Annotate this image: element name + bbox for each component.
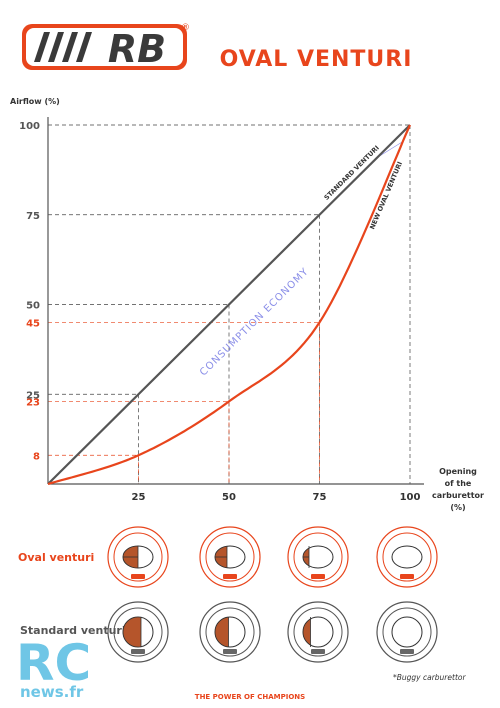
venturi-bore xyxy=(391,616,423,648)
oval-venturi-diagram xyxy=(199,526,261,588)
body-marking-icon xyxy=(131,574,145,579)
venturi-ring-inner xyxy=(113,532,163,582)
venturi-ring xyxy=(107,601,169,663)
tagline: THE POWER OF CHAMPIONS xyxy=(195,693,305,701)
body-marking-icon xyxy=(311,574,325,579)
venturi-ring xyxy=(287,601,349,663)
logo-stripes-icon xyxy=(34,32,92,62)
venturi-bore xyxy=(391,545,423,569)
y-tick-label: 25 xyxy=(26,390,40,401)
venturi-ring xyxy=(287,526,349,588)
venturi-ring-inner xyxy=(293,607,343,657)
x-tick-label: 25 xyxy=(132,492,146,503)
venturi-ring xyxy=(107,526,169,588)
body-marking-icon xyxy=(400,574,414,579)
oval-venturi-line xyxy=(47,124,412,486)
body-marking-icon xyxy=(223,649,237,654)
y-axis-label: Airflow (%) xyxy=(10,97,60,106)
watermark-news: news.fr xyxy=(20,683,84,701)
venturi-ring xyxy=(199,601,261,663)
airflow-chart: 25 50 75 100 25 50 75 100 8 23 45 Airflow (%) Open… xyxy=(10,97,484,512)
x-tick-label: 75 xyxy=(313,492,327,503)
x-tick-label: 50 xyxy=(222,492,236,503)
tick-labels: 25 50 75 100 25 50 75 100 8 23 45 xyxy=(19,121,420,503)
throttle-slide-icon xyxy=(215,617,229,647)
standard-venturi-diagram xyxy=(107,601,169,663)
venturi-ring xyxy=(199,526,261,588)
footnote: *Buggy carburettor xyxy=(393,673,466,682)
rb-logo: RB ® xyxy=(22,23,190,71)
oval-venturi-diagram xyxy=(376,526,438,588)
venturi-ring-inner xyxy=(205,607,255,657)
venturi-ring-inner xyxy=(382,532,432,582)
venturi-ring-inner xyxy=(205,532,255,582)
series-lines xyxy=(47,124,412,486)
svg-text:(%): (%) xyxy=(450,503,465,512)
y-tick-label-oval: 45 xyxy=(26,318,40,329)
y-tick-label: 75 xyxy=(26,211,40,222)
oval-row-label: Oval venturi xyxy=(18,551,94,564)
throttle-slide-icon xyxy=(123,617,141,647)
body-marking-icon xyxy=(400,649,414,654)
oval-venturi-diagram xyxy=(107,526,169,588)
standard-venturi-diagram xyxy=(287,601,349,663)
venturi-ring xyxy=(376,601,438,663)
oval-venturi-label: NEW OVAL VENTURI xyxy=(368,160,404,230)
watermark-rc: RC xyxy=(16,634,91,692)
chart-axes xyxy=(47,117,424,485)
guide-lines xyxy=(48,124,411,484)
svg-text:carburettor: carburettor xyxy=(432,491,484,500)
oval-venturi-diagram xyxy=(287,526,349,588)
venturi-ring xyxy=(376,526,438,588)
venturi-ring-inner xyxy=(293,532,343,582)
y-tick-label: 50 xyxy=(26,301,40,312)
standard-venturi-label: STANDARD VENTURI xyxy=(323,144,381,202)
logo-text: RB xyxy=(108,27,166,71)
venturi-diagrams xyxy=(107,526,438,663)
venturi-ring-inner xyxy=(113,607,163,657)
x-tick-label: 100 xyxy=(400,492,421,503)
hatch-line xyxy=(377,141,403,158)
rcnews-watermark: RC news.fr xyxy=(4,634,108,701)
y-tick-label-oval: 8 xyxy=(33,451,40,462)
body-marking-icon xyxy=(131,649,145,654)
svg-text:Opening: Opening xyxy=(439,467,477,476)
body-marking-icon xyxy=(223,574,237,579)
registered-mark: ® xyxy=(181,23,190,33)
throttle-slide-icon xyxy=(303,618,311,646)
svg-text:of the: of the xyxy=(445,479,472,488)
y-tick-label: 100 xyxy=(19,121,40,132)
x-axis-label: Opening of the carburettor (%) xyxy=(432,467,484,512)
standard-venturi-diagram xyxy=(199,601,261,663)
body-marking-icon xyxy=(311,649,325,654)
page-title: OVAL VENTURI xyxy=(220,47,413,72)
standard-row-label: Standard venturi xyxy=(20,624,126,637)
standard-venturi-diagram xyxy=(376,601,438,663)
venturi-ring-inner xyxy=(382,607,432,657)
y-tick-label-oval: 23 xyxy=(26,397,40,408)
standard-venturi-line xyxy=(47,124,411,485)
